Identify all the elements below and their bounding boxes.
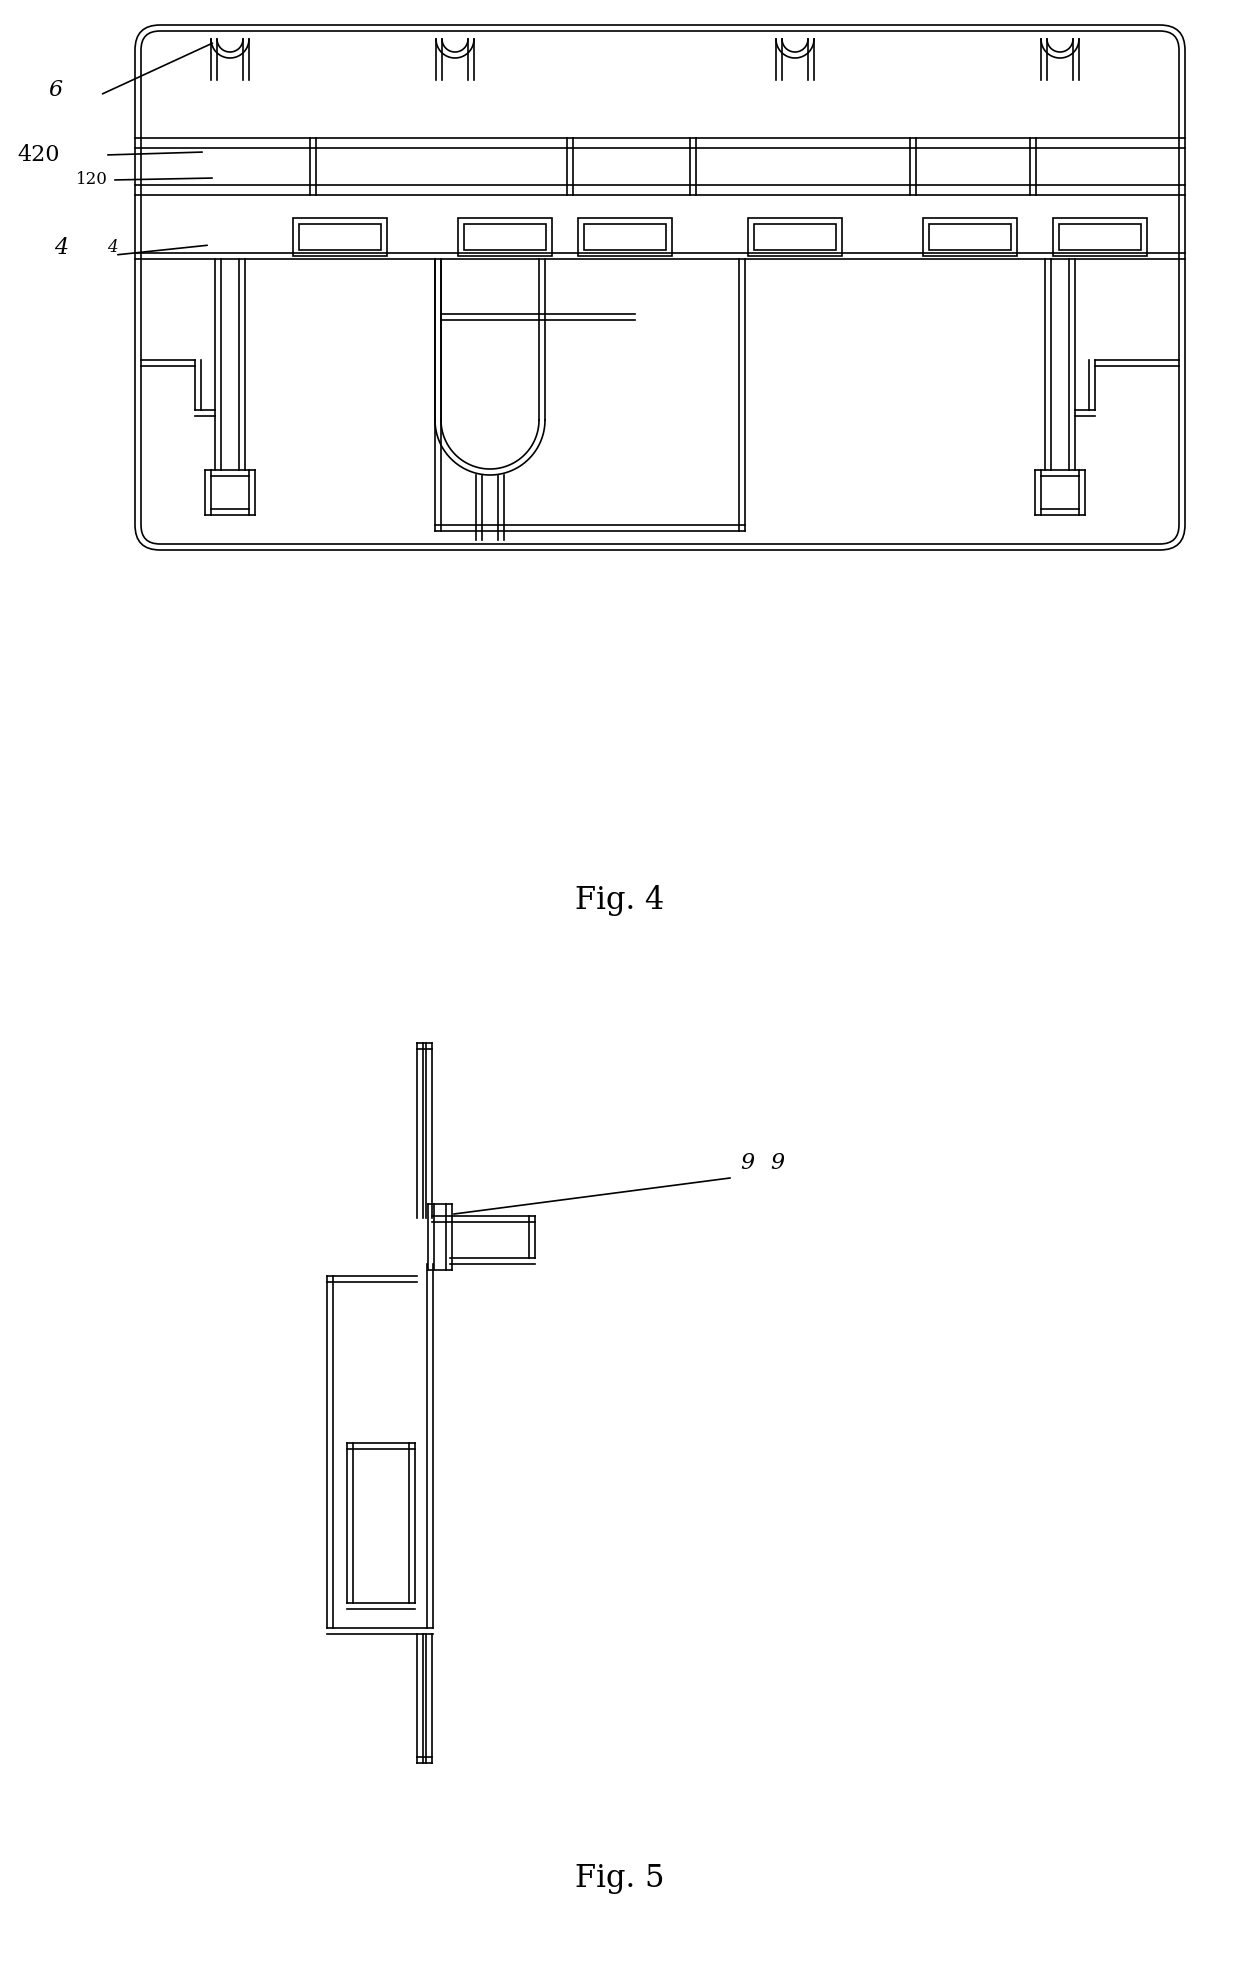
Text: Fig. 5: Fig. 5: [575, 1863, 665, 1893]
Text: 9: 9: [770, 1152, 784, 1174]
Text: 4: 4: [53, 237, 68, 259]
Bar: [754, 223, 836, 251]
Bar: [458, 217, 552, 257]
Bar: [929, 223, 1011, 251]
Bar: [584, 223, 666, 251]
Text: 420: 420: [17, 144, 60, 166]
Bar: [578, 217, 672, 257]
Bar: [1059, 223, 1141, 251]
Text: 6: 6: [48, 79, 62, 101]
Bar: [299, 223, 381, 251]
Bar: [923, 217, 1017, 257]
Text: 4: 4: [107, 239, 118, 257]
Text: Fig. 4: Fig. 4: [575, 885, 665, 915]
Bar: [464, 223, 546, 251]
Bar: [1053, 217, 1147, 257]
Bar: [293, 217, 387, 257]
Bar: [748, 217, 842, 257]
Text: 9: 9: [740, 1152, 754, 1174]
Text: 120: 120: [76, 172, 108, 188]
